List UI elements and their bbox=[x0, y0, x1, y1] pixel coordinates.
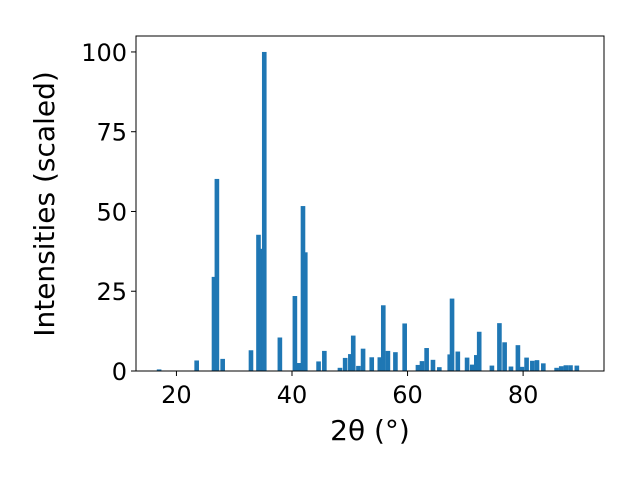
bar bbox=[393, 352, 398, 371]
bar bbox=[568, 365, 573, 371]
bar bbox=[524, 357, 529, 371]
bar bbox=[563, 365, 569, 371]
y-tick-label: 100 bbox=[81, 39, 127, 67]
bar bbox=[474, 355, 479, 371]
bar bbox=[554, 367, 559, 371]
bar bbox=[419, 361, 425, 371]
bar bbox=[360, 348, 366, 371]
bar bbox=[515, 345, 521, 371]
bar bbox=[508, 366, 514, 371]
bar bbox=[476, 331, 482, 371]
bar bbox=[464, 357, 470, 371]
x-tick-label: 20 bbox=[161, 381, 192, 409]
bar bbox=[296, 363, 302, 371]
y-tick-label: 0 bbox=[112, 358, 127, 386]
bar bbox=[356, 365, 361, 371]
bar bbox=[369, 357, 375, 371]
x-tick-label: 60 bbox=[392, 381, 423, 409]
y-tick-label: 50 bbox=[96, 198, 127, 226]
bar bbox=[261, 51, 267, 371]
bar bbox=[220, 358, 225, 371]
bar bbox=[211, 276, 217, 371]
bar bbox=[316, 361, 321, 371]
bar bbox=[558, 366, 564, 371]
bar bbox=[302, 252, 308, 371]
bar bbox=[258, 248, 264, 371]
bar bbox=[380, 305, 386, 371]
bar bbox=[449, 298, 455, 371]
x-tick-label: 80 bbox=[508, 381, 539, 409]
x-tick-label: 40 bbox=[277, 381, 308, 409]
bar bbox=[502, 342, 507, 371]
bar bbox=[348, 354, 353, 371]
bar bbox=[489, 365, 495, 371]
bar bbox=[415, 364, 421, 371]
x-axis-label: 2θ (°) bbox=[330, 414, 410, 447]
bar bbox=[214, 178, 220, 371]
bar bbox=[437, 367, 442, 371]
bar bbox=[337, 367, 343, 371]
bar bbox=[424, 348, 429, 371]
bars-group bbox=[156, 51, 580, 371]
bar bbox=[574, 365, 580, 371]
y-axis-ticks: 0 25 50 75 100 bbox=[81, 39, 136, 386]
bar bbox=[156, 369, 162, 371]
bar bbox=[402, 323, 407, 371]
y-tick-label: 25 bbox=[96, 278, 127, 306]
bar bbox=[248, 350, 254, 371]
bar bbox=[277, 337, 283, 371]
bar bbox=[292, 296, 298, 371]
bar bbox=[350, 335, 356, 371]
bar bbox=[469, 364, 475, 371]
y-tick-label: 75 bbox=[96, 119, 127, 147]
bar bbox=[377, 357, 383, 371]
bar bbox=[455, 351, 461, 371]
bar bbox=[342, 357, 348, 371]
plot-frame bbox=[135, 35, 605, 372]
bar bbox=[497, 323, 502, 371]
bar bbox=[194, 360, 199, 371]
bar bbox=[322, 350, 327, 371]
x-axis-ticks: 20 40 60 80 bbox=[161, 371, 538, 409]
bar bbox=[519, 366, 525, 371]
bar bbox=[534, 360, 540, 371]
bar bbox=[385, 350, 391, 371]
y-axis-label: Intensities (scaled) bbox=[28, 71, 61, 337]
bar bbox=[541, 363, 546, 371]
bar bbox=[430, 359, 436, 371]
bar bbox=[530, 360, 535, 371]
